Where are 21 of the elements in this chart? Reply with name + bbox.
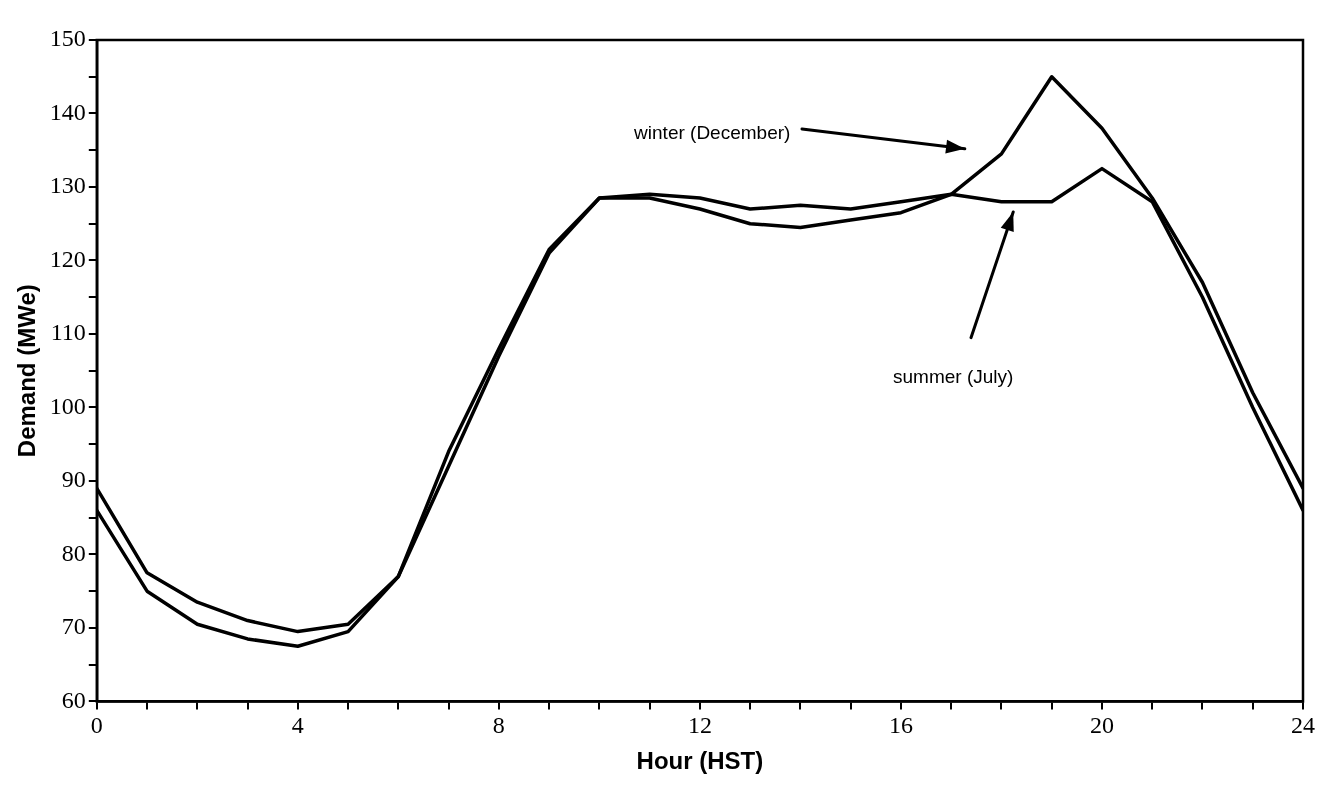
x-tick-label: 12: [687, 712, 712, 739]
y-tick-label: 60: [61, 686, 86, 713]
x-tick-label: 16: [888, 712, 913, 739]
y-tick-label: 130: [49, 172, 86, 199]
x-tick-label: 8: [492, 712, 505, 739]
x-tick-label: 4: [291, 712, 304, 739]
y-tick-label: 70: [61, 613, 86, 640]
y-axis-title: Demand (MWe): [13, 284, 41, 458]
x-axis-title: Hour (HST): [636, 747, 764, 775]
x-tick-label: 24: [1291, 712, 1315, 739]
y-tick-label: 120: [49, 245, 86, 272]
y-tick-label: 100: [49, 392, 86, 419]
y-tick-label: 150: [49, 25, 86, 52]
y-tick-label: 110: [50, 319, 86, 346]
y-tick-label: 80: [61, 539, 86, 566]
x-tick-label: 20: [1089, 712, 1114, 739]
y-tick-label: 140: [49, 98, 86, 125]
annotation: winter (December): [634, 121, 791, 144]
annotation: summer (July): [893, 366, 1014, 389]
x-tick-label: 0: [90, 712, 103, 739]
y-tick-label: 90: [61, 466, 86, 493]
